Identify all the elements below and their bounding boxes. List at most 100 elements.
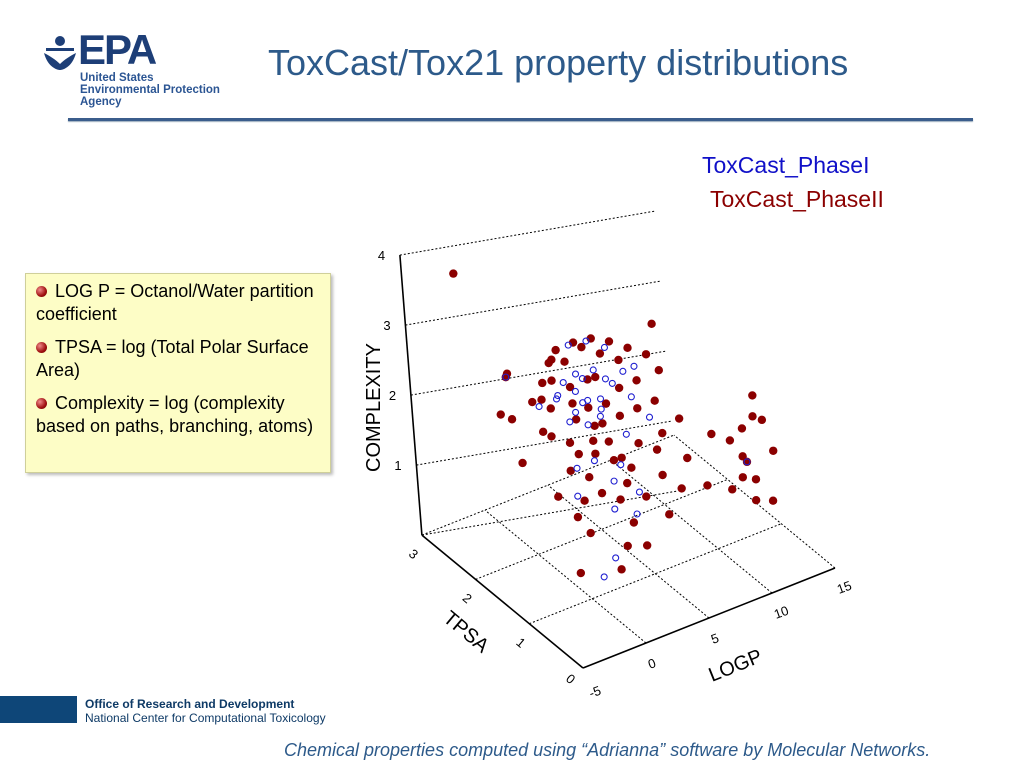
x-tick-label: 10 bbox=[772, 603, 791, 622]
data-point-toxcast_phasei bbox=[633, 510, 641, 518]
data-point-toxcast_phaseii bbox=[615, 411, 625, 421]
data-point-toxcast_phaseii bbox=[574, 449, 583, 459]
data-point-toxcast_phasei bbox=[635, 488, 643, 496]
data-point-toxcast_phasei bbox=[574, 492, 582, 500]
x-axis bbox=[582, 567, 836, 669]
data-point-toxcast_phaseii bbox=[654, 366, 663, 375]
y-tick-label: 0 bbox=[563, 671, 578, 687]
z-axis bbox=[399, 255, 423, 536]
data-point-toxcast_phaseii bbox=[580, 496, 589, 505]
data-point-toxcast_phaseii bbox=[658, 470, 667, 480]
floor-gridline bbox=[484, 509, 647, 644]
definition-item: TPSA = log (Total Polar Surface Area) bbox=[36, 336, 320, 382]
data-point-toxcast_phasei bbox=[612, 554, 620, 562]
data-point-toxcast_phaseii bbox=[614, 355, 623, 365]
z-tick-label: 3 bbox=[383, 318, 390, 333]
data-point-toxcast_phaseii bbox=[566, 466, 575, 475]
data-point-toxcast_phasei bbox=[617, 461, 625, 469]
footer-office: Office of Research and Development bbox=[85, 697, 295, 711]
data-point-toxcast_phasei bbox=[610, 477, 618, 485]
legend-phase-i: ToxCast_PhaseI bbox=[702, 152, 870, 178]
data-point-toxcast_phaseii bbox=[565, 382, 575, 392]
data-point-toxcast_phaseii bbox=[591, 449, 600, 458]
data-point-toxcast_phasei bbox=[622, 430, 630, 438]
data-point-toxcast_phaseii bbox=[571, 415, 581, 424]
data-point-toxcast_phasei bbox=[573, 464, 581, 472]
data-point-toxcast_phasei bbox=[582, 337, 590, 345]
data-point-toxcast_phaseii bbox=[658, 428, 667, 438]
data-point-toxcast_phaseii bbox=[576, 568, 586, 578]
data-point-toxcast_phaseii bbox=[737, 424, 747, 433]
data-point-toxcast_phasei bbox=[630, 362, 638, 370]
x-tick-label: 15 bbox=[835, 578, 854, 597]
data-point-toxcast_phaseii bbox=[650, 396, 659, 405]
data-point-toxcast_phaseii bbox=[725, 436, 735, 445]
slide-title: ToxCast/Tox21 property distributions bbox=[268, 42, 849, 83]
data-point-toxcast_phaseii bbox=[768, 496, 778, 505]
wall-gridline bbox=[416, 420, 672, 466]
z-tick-label: 4 bbox=[378, 248, 385, 263]
data-point-toxcast_phaseii bbox=[568, 399, 577, 408]
data-point-toxcast_phasei bbox=[571, 387, 579, 396]
data-point-toxcast_phasei bbox=[579, 399, 587, 407]
data-point-toxcast_phasei bbox=[608, 379, 616, 387]
x-axis-label: LOGP bbox=[706, 645, 766, 686]
data-point-toxcast_phaseii bbox=[449, 269, 458, 278]
bullet-icon bbox=[36, 342, 47, 353]
logo-subtitle: United States Environmental Protection A… bbox=[80, 72, 220, 108]
data-point-toxcast_phaseii bbox=[538, 427, 548, 437]
y-tick-label: 2 bbox=[460, 590, 475, 606]
tick-labels: -5 0 5 10 15 0 1 2 3 1 2 3 4 bbox=[378, 248, 854, 701]
data-point-toxcast_phasei bbox=[590, 457, 599, 465]
data-point-toxcast_phaseii bbox=[748, 391, 757, 400]
definition-text: TPSA = log (Total Polar Surface Area) bbox=[36, 337, 309, 380]
data-point-toxcast_phaseii bbox=[623, 478, 632, 488]
data-point-toxcast_phaseii bbox=[518, 458, 527, 468]
definitions-box: LOG P = Octanol/Water partition coeffici… bbox=[25, 273, 331, 473]
data-point-toxcast_phaseii bbox=[632, 376, 641, 385]
data-point-toxcast_phaseii bbox=[642, 492, 651, 501]
data-point-toxcast_phasei bbox=[645, 413, 654, 421]
data-point-toxcast_phaseii bbox=[547, 355, 556, 364]
data-point-toxcast_phasei bbox=[559, 378, 567, 387]
data-point-toxcast_phaseii bbox=[647, 319, 656, 329]
data-point-toxcast_phaseii bbox=[590, 421, 599, 431]
wall-gridline bbox=[421, 490, 677, 536]
title-divider bbox=[68, 118, 973, 121]
floor-gridline bbox=[610, 459, 773, 594]
data-point-toxcast_phaseii bbox=[634, 439, 643, 448]
data-point-toxcast_phaseii bbox=[560, 357, 569, 366]
data-point-toxcast_phaseii bbox=[617, 565, 626, 574]
data-point-toxcast_phaseii bbox=[573, 512, 583, 522]
data-point-toxcast_phasei bbox=[596, 395, 605, 403]
logo-line: Environmental Protection bbox=[80, 84, 220, 96]
epa-logo: EPA United States Environmental Protecti… bbox=[42, 29, 232, 116]
data-point-toxcast_phaseii bbox=[586, 528, 595, 538]
y-tick-label: 1 bbox=[513, 635, 528, 651]
data-point-toxcast_phaseii bbox=[703, 481, 712, 490]
data-point-toxcast_phasei bbox=[600, 573, 608, 581]
data-point-toxcast_phaseii bbox=[609, 456, 619, 465]
axes bbox=[399, 255, 836, 669]
data-point-toxcast_phaseii bbox=[598, 419, 607, 428]
data-point-toxcast_phaseii bbox=[674, 414, 684, 423]
data-point-toxcast_phaseii bbox=[496, 410, 505, 419]
data-point-toxcast_phasei bbox=[554, 391, 562, 400]
data-point-toxcast_phasei bbox=[743, 458, 751, 466]
data-point-toxcast_phaseii bbox=[748, 412, 757, 421]
data-point-toxcast_phasei bbox=[601, 375, 609, 383]
floor-gridline bbox=[475, 478, 728, 580]
data-point-toxcast_phaseii bbox=[585, 473, 594, 482]
definition-text: LOG P = Octanol/Water partition coeffici… bbox=[36, 281, 314, 324]
floor-gridline bbox=[421, 434, 675, 536]
data-point-toxcast_phaseii bbox=[683, 453, 692, 463]
data-point-toxcast_phasei bbox=[572, 408, 580, 416]
data-point-toxcast_phaseii bbox=[537, 395, 546, 404]
y-axis-label: TPSA bbox=[439, 607, 494, 658]
data-point-toxcast_phaseii bbox=[617, 453, 626, 462]
data-point-toxcast_phasei bbox=[566, 418, 574, 426]
data-point-toxcast_phaseii bbox=[554, 492, 563, 501]
data-point-toxcast_phaseii bbox=[577, 342, 586, 352]
caption: Chemical properties computed using “Adri… bbox=[284, 740, 931, 760]
data-point-toxcast_phasei bbox=[600, 343, 608, 352]
